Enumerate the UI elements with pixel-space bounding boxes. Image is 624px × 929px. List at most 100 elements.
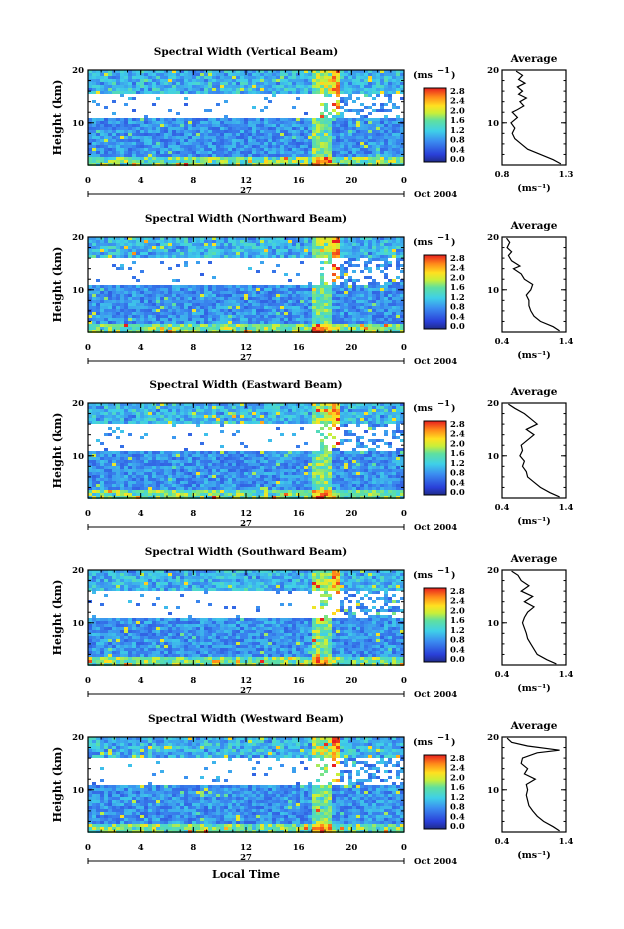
heatmap-cell xyxy=(160,288,164,291)
heatmap-cell xyxy=(188,421,192,424)
heatmap-cell xyxy=(160,478,164,481)
heatmap-cell xyxy=(320,255,324,258)
heatmap-cell xyxy=(172,463,176,466)
heatmap-cell xyxy=(368,70,372,73)
heatmap-cell xyxy=(376,288,380,291)
heatmap-cell xyxy=(276,237,280,240)
heatmap-cell xyxy=(312,145,316,148)
heatmap-cell xyxy=(104,130,108,133)
heatmap-cell xyxy=(212,315,216,318)
heatmap-cell xyxy=(340,324,344,327)
heatmap-cell xyxy=(204,76,208,79)
heatmap-cell xyxy=(252,151,256,154)
heatmap-cell xyxy=(200,484,204,487)
heatmap-cell xyxy=(92,249,96,252)
heatmap-cell xyxy=(176,139,180,142)
heatmap-cell xyxy=(220,288,224,291)
heatmap-cell xyxy=(400,124,404,127)
heatmap-cell xyxy=(356,324,360,327)
heatmap-cell xyxy=(372,309,376,312)
heatmap-cell xyxy=(328,303,332,306)
heatmap-cell xyxy=(92,139,96,142)
heatmap-cell xyxy=(144,493,148,496)
heatmap-cell xyxy=(352,160,356,163)
heatmap-cell xyxy=(184,264,188,267)
heatmap-cell xyxy=(160,460,164,463)
heatmap-cell xyxy=(368,73,372,76)
date-label: Oct 2004 xyxy=(414,190,457,200)
heatmap-cell xyxy=(280,73,284,76)
heatmap-cell xyxy=(92,127,96,130)
heatmap-cell xyxy=(356,327,360,330)
heatmap-cell xyxy=(380,160,384,163)
heatmap-cell xyxy=(288,240,292,243)
heatmap-cell xyxy=(172,306,176,309)
heatmap-cell xyxy=(304,76,308,79)
heatmap-cell xyxy=(140,88,144,91)
heatmap-cell xyxy=(176,264,180,267)
heatmap-cell xyxy=(224,157,228,160)
heatmap-cell xyxy=(100,124,104,127)
heatmap-cell xyxy=(104,406,108,409)
heatmap-cell xyxy=(288,312,292,315)
heatmap-cell xyxy=(124,490,128,493)
x-tick-label: 16 xyxy=(293,176,305,186)
heatmap-cell xyxy=(296,88,300,91)
heatmap-cell xyxy=(164,475,168,478)
heatmap-cell xyxy=(324,94,328,97)
heatmap-cell xyxy=(308,288,312,291)
heatmap-cell xyxy=(260,249,264,252)
heatmap-cell xyxy=(108,481,112,484)
heatmap-cell xyxy=(348,279,352,282)
heatmap-cell xyxy=(376,94,380,97)
heatmap-cell xyxy=(204,315,208,318)
heatmap-cell xyxy=(236,249,240,252)
heatmap-cell xyxy=(268,145,272,148)
y-axis-label: Height (km) xyxy=(51,80,64,156)
heatmap-cell xyxy=(344,246,348,249)
heatmap-cell xyxy=(364,300,368,303)
heatmap-field xyxy=(88,403,404,499)
heatmap-cell xyxy=(352,237,356,240)
heatmap-cell xyxy=(160,481,164,484)
heatmap-cell xyxy=(168,312,172,315)
heatmap-cell xyxy=(116,421,120,424)
heatmap-cell xyxy=(392,294,396,297)
heatmap-cell xyxy=(200,70,204,73)
heatmap-cell xyxy=(232,79,236,82)
heatmap-cell xyxy=(168,246,172,249)
heatmap-cell xyxy=(200,285,204,288)
heatmap-cell xyxy=(152,321,156,324)
heatmap-cell xyxy=(124,475,128,478)
heatmap-cell xyxy=(200,415,204,418)
heatmap-cell xyxy=(304,321,308,324)
heatmap-cell xyxy=(296,297,300,300)
heatmap-cell xyxy=(300,294,304,297)
heatmap-cell xyxy=(200,409,204,412)
heatmap-cell xyxy=(96,300,100,303)
heatmap-cell xyxy=(376,315,380,318)
heatmap-cell xyxy=(108,121,112,124)
heatmap-cell xyxy=(168,490,172,493)
heatmap-cell xyxy=(264,82,268,85)
heatmap-cell xyxy=(168,309,172,312)
heatmap-cell xyxy=(328,312,332,315)
heatmap-cell xyxy=(132,460,136,463)
heatmap-cell xyxy=(168,472,172,475)
heatmap-cell xyxy=(360,243,364,246)
heatmap-cell xyxy=(92,463,96,466)
heatmap-cell xyxy=(92,91,96,94)
heatmap-cell xyxy=(92,469,96,472)
heatmap-cell xyxy=(228,249,232,252)
heatmap-cell xyxy=(160,493,164,496)
heatmap-cell xyxy=(212,324,216,327)
heatmap-cell xyxy=(328,294,332,297)
heatmap-cell xyxy=(172,418,176,421)
heatmap-cell xyxy=(164,151,168,154)
average-title: Average xyxy=(510,53,558,65)
heatmap-cell xyxy=(208,70,212,73)
heatmap-cell xyxy=(268,88,272,91)
heatmap-cell xyxy=(352,157,356,160)
heatmap-cell xyxy=(192,321,196,324)
heatmap-cell xyxy=(88,252,92,255)
